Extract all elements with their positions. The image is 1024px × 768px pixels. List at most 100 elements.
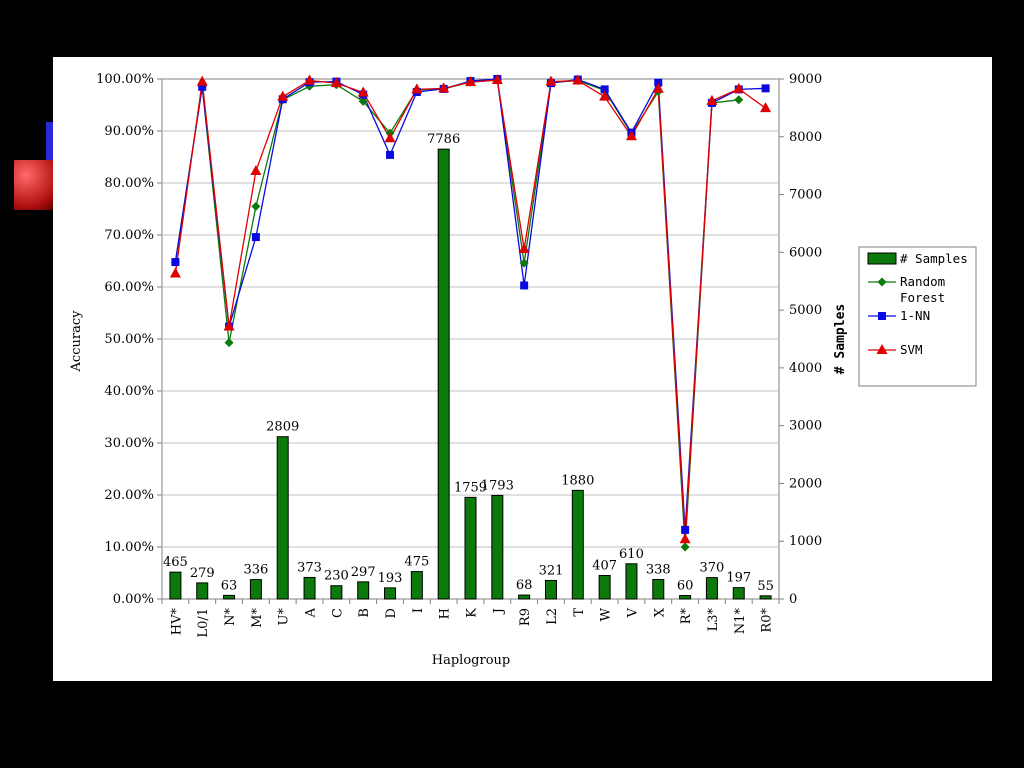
bar-data-label: 336 <box>243 563 268 578</box>
y-tick-label: 0.00% <box>113 592 154 607</box>
data-point <box>519 258 529 268</box>
y-tick-label: 10.00% <box>104 540 154 555</box>
y2-axis-title: # Samples <box>833 304 848 374</box>
legend-label: Forest <box>900 290 945 305</box>
x-tick-label: M* <box>250 608 265 628</box>
y2-tick-label: 9000 <box>789 72 822 87</box>
x-tick-label: B <box>357 608 372 618</box>
x-axis-title: Haplogroup <box>432 653 510 668</box>
x-tick-label: R* <box>679 608 694 625</box>
bar-data-label: 610 <box>619 547 644 562</box>
bar-H <box>437 148 450 600</box>
bar-data-label: 338 <box>646 562 671 577</box>
bar-data-label: 373 <box>297 560 322 575</box>
bar-data-label: 1880 <box>561 473 594 488</box>
x-tick-label: HV* <box>169 608 184 636</box>
bar-data-label: 465 <box>163 555 188 570</box>
bar-data-label: 2809 <box>266 420 299 435</box>
data-point <box>438 82 450 93</box>
bar-L2 <box>544 579 557 600</box>
bar-data-label: 475 <box>404 555 429 570</box>
legend-label: SVM <box>900 342 923 357</box>
bar-D <box>384 587 397 600</box>
x-tick-label: L2 <box>545 608 560 625</box>
bar-data-label: 321 <box>539 563 564 578</box>
bar-L0/1 <box>196 582 209 600</box>
data-point <box>223 320 235 331</box>
bar-I <box>410 571 423 600</box>
legend-label: Random <box>900 274 945 289</box>
x-tick-label: L3* <box>706 608 721 632</box>
line-series <box>169 74 772 552</box>
bar-A <box>303 576 316 600</box>
y2-tick-label: 4000 <box>789 361 822 376</box>
bar-HV* <box>169 571 182 600</box>
bar-L3* <box>705 577 718 600</box>
data-point <box>680 542 690 552</box>
x-tick-label: H <box>438 608 453 619</box>
y-tick-label: 30.00% <box>104 436 154 451</box>
data-point <box>760 102 772 113</box>
bar-X <box>652 578 665 600</box>
x-tick-label: A <box>304 607 319 618</box>
series-line-random-forest <box>174 79 739 548</box>
x-tick-label: N1* <box>733 608 748 635</box>
data-point <box>411 83 423 94</box>
data-point <box>520 281 529 290</box>
decorative-blue-bar <box>46 122 54 164</box>
legend-marker <box>878 312 886 320</box>
y2-tick-label: 6000 <box>789 245 822 260</box>
bar-V <box>625 563 638 600</box>
legend-swatch-bars <box>867 252 897 265</box>
bar-R* <box>679 595 692 600</box>
data-point <box>600 85 609 94</box>
legend-marker <box>876 344 888 354</box>
x-tick-label: N* <box>223 608 238 626</box>
data-point <box>169 267 181 278</box>
bar-data-label: 55 <box>757 579 774 594</box>
chart-panel: 465 279 63 336 2809 373 230 297 193 475 7786 1759 17… <box>53 57 992 681</box>
data-point <box>572 74 584 85</box>
bar-N1* <box>732 587 745 600</box>
data-point <box>384 132 396 143</box>
bar-data-label: 193 <box>378 571 403 586</box>
axes: 0.00% 10.00% 20.00% 30.00% 40.00% 50.00% 60.00… <box>96 72 822 638</box>
bar-data-label: 63 <box>221 578 238 593</box>
legend-label: # Samples <box>900 251 968 266</box>
y2-tick-label: 2000 <box>789 476 822 491</box>
data-point <box>545 75 557 86</box>
legend-label: 1-NN <box>900 308 930 323</box>
data-point <box>171 258 180 267</box>
data-point <box>652 82 664 93</box>
bar-data-label: 197 <box>726 571 751 586</box>
bar-data-label: 297 <box>351 565 376 580</box>
bar-data-label: 1759 <box>454 480 487 495</box>
x-tick-label: V <box>625 607 640 618</box>
y2-tick-label: 8000 <box>789 130 822 145</box>
bar-N* <box>223 594 236 600</box>
x-tick-label: R0* <box>760 608 775 633</box>
y-tick-label: 40.00% <box>104 384 154 399</box>
x-tick-label: I <box>411 608 426 613</box>
data-point <box>224 338 234 348</box>
bar-M* <box>249 579 262 600</box>
data-point <box>358 96 368 106</box>
bar-data-label: 60 <box>677 579 694 594</box>
bar-data-label: 407 <box>592 558 617 573</box>
data-point <box>518 243 530 254</box>
y-tick-label: 80.00% <box>104 176 154 191</box>
bar-data-label: 68 <box>516 578 533 593</box>
data-point <box>465 76 476 87</box>
x-tick-label: D <box>384 608 399 618</box>
bar-U* <box>276 436 289 600</box>
bar-data-label: 1793 <box>481 478 514 493</box>
data-point <box>198 82 207 91</box>
data-point <box>706 94 718 105</box>
y-tick-label: 70.00% <box>104 228 154 243</box>
y2-tick-label: 0 <box>789 592 797 607</box>
data-point <box>251 233 260 242</box>
data-point <box>304 74 316 85</box>
series-line-svm <box>174 79 766 540</box>
